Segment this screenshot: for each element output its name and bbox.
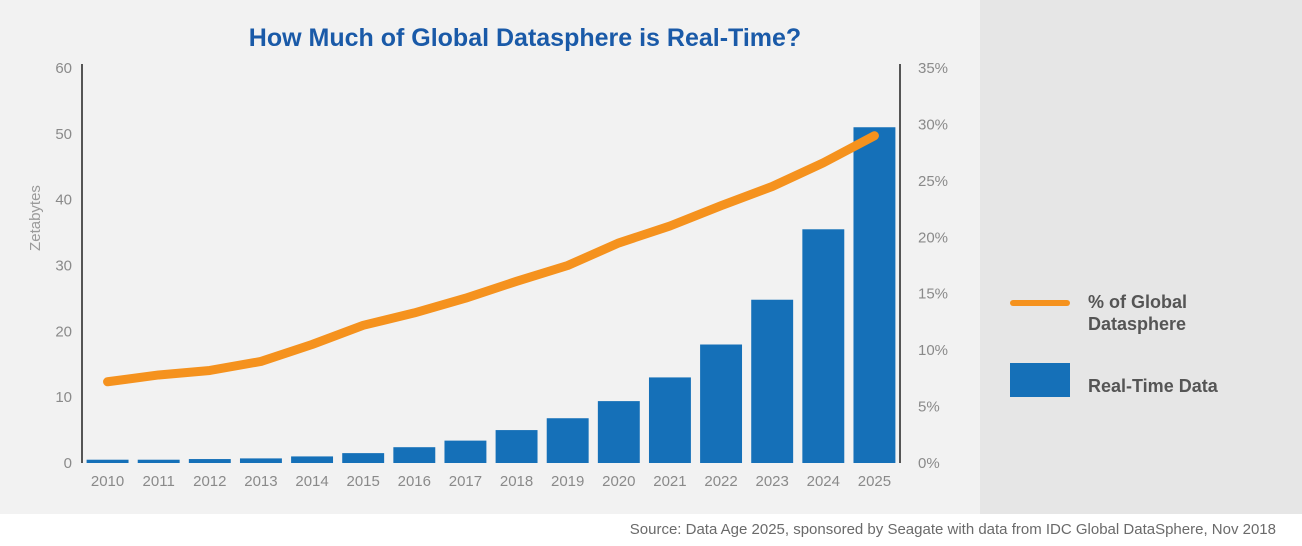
chart-svg: 0 10 20 30 40 50 60 0% 5% 10% 15% 20% 25% 30% 35% 2010 2…	[27, 60, 948, 490]
x-tick-2018: 2018	[500, 473, 533, 490]
x-tick-2022: 2022	[704, 473, 737, 490]
chart-title: How Much of Global Datasphere is Real-Ti…	[248, 24, 802, 52]
y-tick-right-20%: 20%	[918, 229, 948, 246]
source-note: Source: Data Age 2025, sponsored by Seag…	[629, 521, 1276, 538]
x-tick-2021: 2021	[653, 473, 686, 490]
y-tick-right-10%: 10%	[918, 342, 948, 359]
x-tick-2024: 2024	[807, 473, 840, 490]
bar-2023	[751, 299, 794, 463]
legend-line-label: % of Global Datasphere	[1088, 292, 1187, 334]
y-tick-left-40: 40	[55, 192, 72, 209]
x-tick-2010: 2010	[91, 473, 124, 490]
x-tick-2013: 2013	[244, 473, 277, 490]
y-tick-right-25%: 25%	[918, 173, 948, 190]
x-tick-2012: 2012	[193, 473, 226, 490]
bar-2016	[393, 447, 436, 463]
legend-panel	[980, 0, 1302, 514]
bar-2011	[137, 459, 180, 463]
y-tick-right-15%: 15%	[918, 286, 948, 303]
bar-2022	[700, 344, 743, 463]
bar-2018	[495, 430, 538, 463]
bar-2015	[342, 453, 385, 463]
bar-2017	[444, 440, 487, 463]
x-tick-2016: 2016	[398, 473, 431, 490]
bar-2021	[648, 377, 691, 463]
bar-2025	[853, 127, 896, 463]
bar-2024	[802, 229, 845, 463]
x-tick-2023: 2023	[756, 473, 789, 490]
bar-2014	[291, 456, 334, 463]
y-tick-left-20: 20	[55, 323, 72, 340]
x-tick-2020: 2020	[602, 473, 635, 490]
bar-2013	[239, 458, 282, 463]
x-tick-2015: 2015	[347, 473, 380, 490]
y-tick-left-30: 30	[55, 258, 72, 275]
y-tick-left-50: 50	[55, 126, 72, 143]
x-tick-2017: 2017	[449, 473, 482, 490]
bar-2012	[188, 459, 231, 463]
y-tick-right-35%: 35%	[918, 60, 948, 77]
x-tick-2025: 2025	[858, 473, 891, 490]
y-tick-right-30%: 30%	[918, 116, 948, 133]
y-axis-label: Zetabytes	[27, 185, 44, 251]
bar-2020	[597, 401, 640, 463]
x-tick-2019: 2019	[551, 473, 584, 490]
legend-bar-label: Real-Time Data	[1088, 376, 1218, 396]
x-tick-2011: 2011	[143, 473, 175, 490]
bar-2019	[546, 418, 589, 463]
legend-bar-swatch	[1010, 363, 1070, 397]
bar-2010	[86, 459, 129, 463]
y-tick-right-5%: 5%	[918, 399, 940, 416]
legend-item-line: % of Global Datasphere	[1010, 291, 1258, 335]
x-tick-2014: 2014	[295, 473, 328, 490]
legend-item-bar: Real-Time Data	[1010, 363, 1258, 397]
y-tick-left-10: 10	[55, 389, 72, 406]
y-tick-left-0: 0	[64, 455, 72, 472]
y-tick-right-0%: 0%	[918, 455, 940, 472]
legend-line-swatch	[1010, 300, 1070, 306]
series-line-percent	[103, 131, 879, 387]
y-tick-left-60: 60	[55, 60, 72, 77]
